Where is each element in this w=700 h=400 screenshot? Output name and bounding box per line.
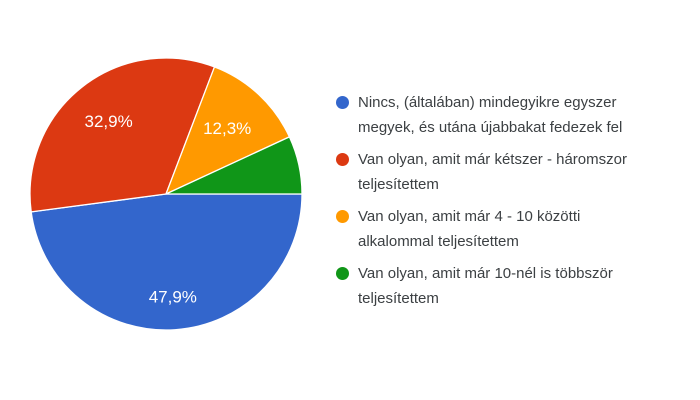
legend-swatch-icon <box>336 267 349 280</box>
pie-slice-1 <box>29 57 216 213</box>
legend-label: Van olyan, amit már 4 - 10 közötti alkal… <box>358 208 581 250</box>
legend-label: Van olyan, amit már kétszer - háromszor … <box>358 151 627 193</box>
legend-swatch-icon <box>336 210 349 223</box>
legend-swatch-icon <box>336 96 349 109</box>
pie-chart: 47,9% 32,9% 12,3% <box>29 57 303 331</box>
pie-slice-0 <box>30 193 303 331</box>
pie-slice-label-2: 12,3% <box>203 119 251 138</box>
legend-label: Van olyan, amit már 10-nél is többször t… <box>358 265 613 307</box>
legend-swatch-icon <box>336 153 349 166</box>
pie-chart-area: 47,9% 32,9% 12,3% <box>16 44 316 344</box>
pie-slice-3 <box>165 136 303 195</box>
pie-slice-label-1: 32,9% <box>84 112 132 131</box>
legend-item-3: Van olyan, amit már 10-nél is többször t… <box>336 261 656 311</box>
legend-item-2: Van olyan, amit már 4 - 10 közötti alkal… <box>336 204 656 254</box>
legend-item-0: Nincs, (általában) mindegyikre egyszer m… <box>336 90 656 140</box>
pie-slice-label-0: 47,9% <box>149 288 197 307</box>
legend-item-1: Van olyan, amit már kétszer - háromszor … <box>336 147 656 197</box>
chart-legend: Nincs, (általában) mindegyikre egyszer m… <box>336 90 656 318</box>
legend-label: Nincs, (általában) mindegyikre egyszer m… <box>358 94 623 136</box>
pie-slice-2 <box>165 66 291 195</box>
